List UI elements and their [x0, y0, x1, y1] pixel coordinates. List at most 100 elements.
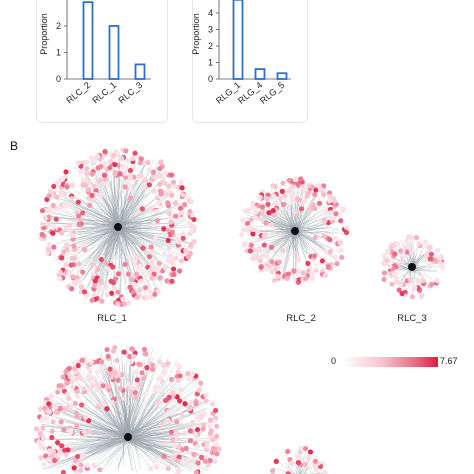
node [180, 235, 186, 241]
node [125, 300, 132, 306]
node [141, 346, 148, 353]
edge [127, 434, 159, 469]
node [249, 205, 255, 211]
node [133, 369, 139, 375]
node [138, 278, 144, 284]
node [252, 253, 259, 259]
node [63, 169, 69, 175]
node [264, 253, 270, 259]
node [89, 171, 95, 177]
node [56, 383, 62, 389]
node [405, 244, 411, 250]
node [196, 387, 203, 393]
node [173, 255, 179, 261]
node [104, 292, 110, 298]
edge [125, 432, 203, 441]
node [312, 191, 318, 198]
node [156, 260, 162, 266]
node [69, 182, 75, 188]
node [125, 271, 131, 277]
node [76, 213, 82, 219]
edge [62, 412, 127, 439]
node [52, 457, 58, 464]
node [203, 398, 209, 404]
node [53, 216, 59, 222]
bar-chart-panel-left: 0 1 2 Proportion RLC_2 RLC_1 RLC_3 [36, 0, 168, 123]
node [176, 443, 182, 449]
node [202, 458, 208, 464]
node [189, 212, 196, 218]
node [98, 256, 104, 263]
node [151, 222, 157, 228]
node [73, 410, 79, 416]
node [165, 254, 172, 260]
node [152, 387, 158, 394]
node [117, 171, 123, 177]
node [84, 293, 90, 299]
node [128, 359, 134, 365]
node [158, 422, 164, 428]
edge [278, 461, 296, 474]
node [133, 271, 140, 277]
edge [410, 249, 431, 265]
node [304, 193, 310, 199]
bar-rlc_2 [82, 1, 94, 80]
node [70, 384, 76, 390]
node [68, 227, 74, 233]
node [61, 427, 67, 433]
node [248, 217, 254, 223]
node [69, 447, 76, 453]
node [80, 451, 86, 457]
node [307, 449, 314, 455]
node [142, 177, 148, 183]
node [185, 458, 192, 464]
node [144, 365, 150, 371]
node [176, 239, 182, 245]
node [166, 211, 173, 217]
node [300, 457, 306, 463]
node [295, 181, 301, 187]
node [41, 445, 47, 452]
node [54, 453, 60, 459]
node [139, 206, 145, 212]
node [322, 469, 328, 474]
edge [296, 196, 315, 229]
edge [118, 229, 121, 297]
node [113, 169, 119, 175]
node [122, 171, 128, 177]
node [130, 188, 136, 194]
node [111, 152, 117, 158]
edge [117, 181, 152, 229]
node [88, 380, 94, 386]
node [76, 261, 82, 267]
node [96, 284, 102, 290]
node [266, 210, 272, 216]
node [284, 275, 290, 282]
node [120, 296, 126, 302]
node [177, 387, 184, 393]
node [416, 240, 422, 247]
node [69, 196, 75, 202]
node [137, 382, 143, 388]
node [298, 206, 305, 212]
node [132, 259, 138, 265]
node [161, 453, 167, 459]
edge [123, 423, 174, 434]
node [323, 209, 329, 215]
node [323, 249, 329, 255]
node [39, 208, 46, 214]
node [143, 285, 149, 291]
node [74, 423, 80, 429]
node [84, 165, 90, 172]
node [199, 414, 205, 420]
node [396, 287, 402, 293]
node [148, 267, 154, 273]
node [69, 379, 75, 385]
edge [124, 361, 135, 440]
node [63, 262, 69, 268]
edge [392, 260, 411, 271]
y-tick-label: 1 [208, 58, 213, 68]
node [39, 231, 45, 237]
node [48, 394, 54, 400]
node [427, 256, 433, 262]
